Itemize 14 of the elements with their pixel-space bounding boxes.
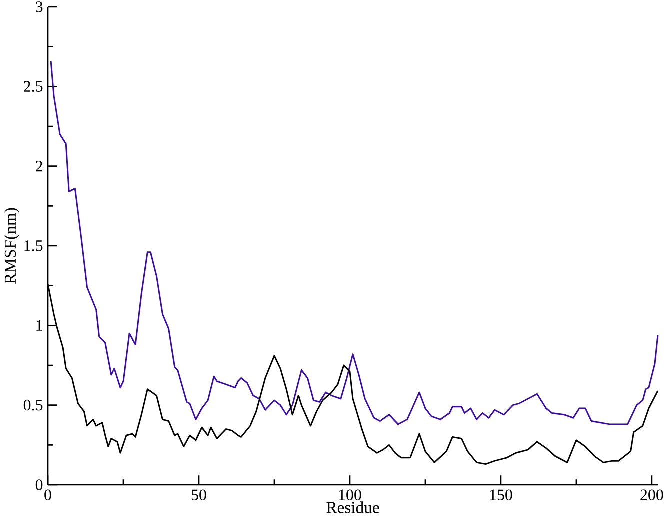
x-tick-label: 100 <box>339 490 362 500</box>
y-tick-label: 2 <box>36 161 42 172</box>
y-tick-label: 1.5 <box>24 240 43 252</box>
y-tick-label: 0.5 <box>24 400 43 411</box>
x-tick-label: 200 <box>640 490 664 500</box>
x-tick-label: 150 <box>490 490 512 500</box>
x-axis-title: Residue <box>326 502 380 514</box>
x-tick-label: 50 <box>192 490 206 500</box>
y-tick-label: 1 <box>36 320 42 331</box>
y-tick-label: 3 <box>36 2 43 12</box>
y-tick-label: 2.5 <box>24 81 43 92</box>
y-axis-title: RMSF(nm) <box>4 208 20 284</box>
x-tick-label: 0 <box>44 490 52 500</box>
y-tick-label: 0 <box>36 480 43 490</box>
